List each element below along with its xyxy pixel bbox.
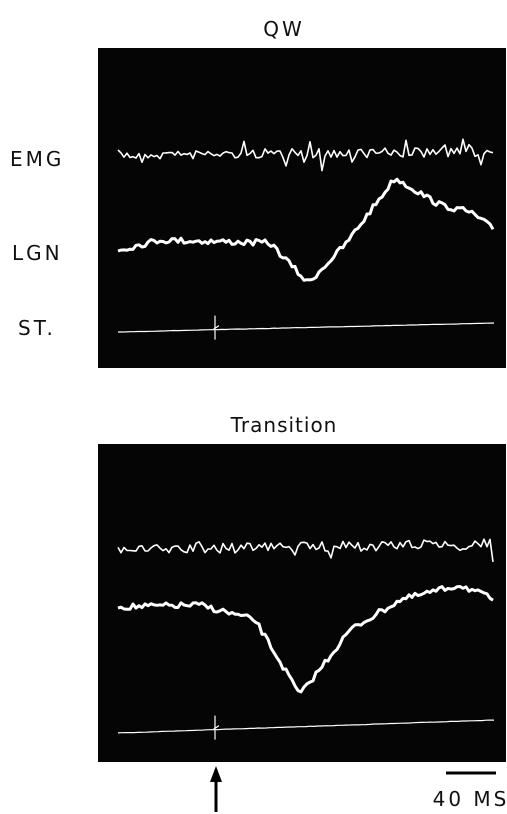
panel-title: QW: [263, 17, 305, 41]
panel-background: [98, 48, 506, 368]
panel-title: Transition: [230, 413, 338, 437]
trace-label: EMG: [10, 147, 64, 171]
scale-bar-label: 40 MS: [433, 787, 507, 811]
trace-label: ST.: [18, 316, 56, 340]
figure: QW EMG LGN ST. Transition 40 MS: [0, 0, 507, 814]
panel-background: [98, 444, 506, 762]
trace-label: LGN: [12, 241, 63, 265]
page: QW EMG LGN ST. Transition 40 MS (() => {…: [0, 0, 507, 814]
stimulus-arrow-head: [210, 766, 222, 782]
